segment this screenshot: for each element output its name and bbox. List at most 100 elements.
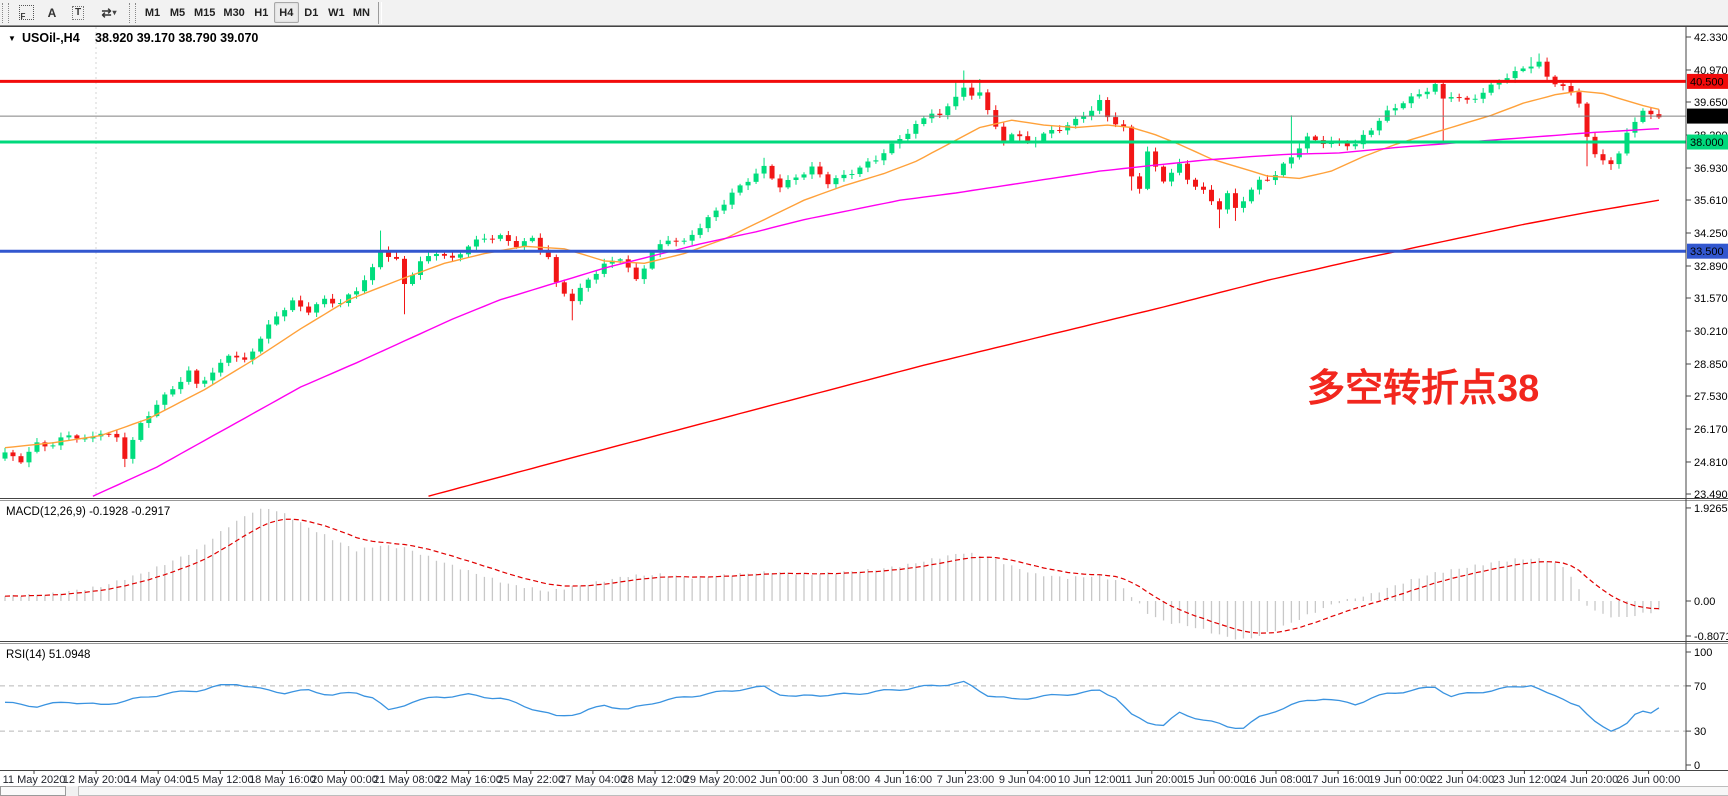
toolbar-group-handle[interactable] — [129, 2, 136, 23]
timeframe-button-h1[interactable]: H1 — [249, 2, 274, 23]
candle-body — [50, 445, 56, 447]
chart-title-ohlc: 38.920 39.170 38.790 39.070 — [95, 31, 258, 45]
timeframe-button-m5[interactable]: M5 — [165, 2, 190, 23]
candle-body — [1584, 103, 1590, 137]
candle-body — [354, 291, 360, 295]
candle-body — [1089, 110, 1095, 117]
candle-body — [114, 433, 120, 438]
candle-body — [713, 210, 719, 218]
scrollbar-thumb[interactable] — [0, 786, 66, 796]
candle-body — [953, 96, 959, 107]
rsi-panel — [0, 641, 1728, 732]
candle-body — [721, 204, 727, 211]
symbol-dropdown-icon[interactable]: ▼ — [8, 34, 16, 43]
timeframe-button-m15[interactable]: M15 — [190, 2, 219, 23]
candle-body — [1177, 163, 1183, 173]
candle-body — [833, 178, 839, 185]
candle-body — [1400, 103, 1406, 109]
candle-body — [825, 174, 831, 185]
candle-body — [2, 452, 8, 459]
candle-body — [226, 355, 232, 363]
candle-body — [793, 177, 799, 180]
date-axis-label: 9 Jun 04:00 — [999, 774, 1057, 786]
candle-body — [857, 167, 863, 175]
date-axis-label: 22 May 16:00 — [435, 774, 502, 786]
candle-body — [913, 124, 919, 134]
candle-body — [593, 273, 599, 280]
timeframe-button-d1[interactable]: D1 — [299, 2, 324, 23]
price-axis-label: 34.250 — [1694, 228, 1728, 240]
timeframe-button-mn[interactable]: MN — [349, 2, 374, 23]
candle-body — [521, 241, 527, 248]
candle-body — [1137, 176, 1143, 189]
candle-body — [1248, 189, 1254, 202]
date-axis-label: 22 Jun 04:00 — [1430, 774, 1494, 786]
candle-body — [1368, 130, 1374, 135]
candle-body — [1424, 91, 1430, 95]
candle-body — [282, 310, 288, 317]
candle-body — [785, 179, 791, 188]
main-price-panel — [0, 26, 1728, 786]
timeframe-button-w1[interactable]: W1 — [324, 2, 349, 23]
candle-body — [1608, 160, 1614, 165]
candle-body — [1201, 186, 1206, 190]
timeframe-button-group: M1 M5 M15 M30 H1 H4 D1 W1 MN — [140, 2, 374, 23]
candle-body — [370, 267, 376, 281]
date-axis-label: 3 Jun 08:00 — [813, 774, 871, 786]
fibonacci-tool-button[interactable]: F — [13, 2, 39, 24]
candle-body — [977, 92, 983, 96]
arrows-tool-button[interactable]: ⇄ ▾ — [91, 2, 127, 24]
timeframe-button-m30[interactable]: M30 — [219, 2, 248, 23]
candle-body — [649, 252, 655, 269]
candles-layer — [2, 53, 1662, 468]
horizontal-scrollbar[interactable] — [0, 786, 1728, 796]
candle-body — [1240, 201, 1246, 208]
candle-body — [641, 268, 647, 280]
candle-body — [1041, 133, 1047, 141]
text-label-icon: T — [71, 5, 85, 20]
candle-body — [1025, 136, 1031, 143]
price-axis-label: 30.210 — [1694, 326, 1728, 338]
candle-body — [745, 181, 751, 186]
candle-body — [769, 165, 775, 179]
timeframe-button-m1[interactable]: M1 — [140, 2, 165, 23]
candle-body — [74, 435, 80, 439]
rsi-axis-label: 70 — [1694, 681, 1706, 693]
candle-body — [306, 306, 312, 313]
candle-body — [338, 303, 344, 305]
candle-body — [1616, 153, 1622, 165]
toolbar-drag-handle[interactable] — [2, 2, 9, 23]
candle-body — [529, 237, 535, 242]
candle-body — [1432, 84, 1438, 92]
candle-body — [1648, 110, 1654, 115]
scrollbar-track[interactable] — [78, 786, 1728, 796]
date-axis-label: 17 Jun 16:00 — [1306, 774, 1370, 786]
candle-body — [1600, 154, 1606, 161]
toolbar-separator — [377, 1, 382, 24]
price-axis-label: 26.170 — [1694, 424, 1728, 436]
timeframe-button-h4[interactable]: H4 — [273, 2, 299, 23]
candle-body — [1017, 134, 1023, 137]
candle-body — [1193, 179, 1199, 187]
candle-body — [1057, 129, 1063, 131]
chart-title-symbol: USOil-,H4 — [22, 31, 80, 45]
candle-body — [409, 275, 415, 285]
date-axis-label: 11 May 2020 — [3, 774, 66, 786]
candle-body — [1256, 179, 1262, 190]
annotation-text[interactable]: 多空转折点38 — [1307, 368, 1539, 410]
text-label-tool-button[interactable]: T — [65, 2, 91, 24]
candle-body — [26, 451, 32, 463]
text-tool-button[interactable]: A — [39, 2, 65, 24]
candle-body — [138, 423, 144, 440]
date-axis-label: 16 Jun 08:00 — [1244, 774, 1308, 786]
candle-body — [1408, 96, 1414, 104]
candle-body — [1536, 61, 1542, 67]
price-tag-label: 38.000 — [1690, 137, 1724, 149]
candle-body — [402, 258, 407, 285]
rsi-indicator-label: RSI(14) 51.0948 — [6, 649, 90, 661]
price-axis-label: 31.570 — [1694, 293, 1728, 305]
candle-body — [481, 238, 487, 240]
candle-body — [1097, 100, 1103, 111]
